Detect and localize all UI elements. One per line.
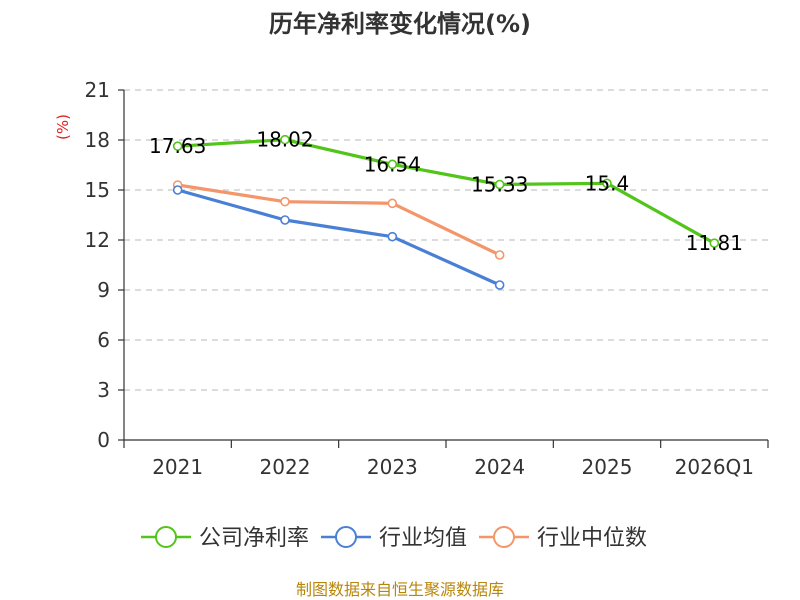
series-0-point-2024 bbox=[494, 179, 505, 190]
series-1-point-2022 bbox=[280, 215, 290, 225]
legend-item-0: 公司净利率 bbox=[141, 526, 309, 551]
series-2-point-2024 bbox=[494, 250, 505, 260]
legend: 公司净利率 行业均值 行业中位数 bbox=[141, 526, 647, 551]
legend-marker-1 bbox=[335, 526, 357, 548]
axes: 0 3 6 9 12 15 18 21 2021 2022 2023 2024 2025 2026Q1 bbox=[85, 78, 769, 479]
data-labels: 17.63 18.02 16.54 15.33 15.4 11.81 bbox=[149, 128, 743, 256]
legend-label-1: 行业均值 bbox=[379, 526, 467, 551]
x-tick-label-2023: 2023 bbox=[367, 455, 418, 479]
series-0-point-2021 bbox=[172, 141, 183, 151]
legend-label-0: 公司净利率 bbox=[199, 526, 309, 551]
series-line-2 bbox=[177, 183, 501, 257]
x-tick-label-2025: 2025 bbox=[582, 455, 633, 479]
series-line-1 bbox=[177, 188, 501, 287]
series-2-point-2022 bbox=[280, 196, 290, 207]
data-label-2025: 15.4 bbox=[585, 171, 630, 195]
series-0-point-2023 bbox=[387, 159, 398, 170]
legend-marker-2 bbox=[493, 526, 515, 548]
legend-item-1: 行业均值 bbox=[321, 526, 467, 551]
series-line-0 bbox=[177, 138, 716, 245]
data-label-2024: 15.33 bbox=[471, 173, 528, 197]
y-tick-label-6: 6 bbox=[97, 328, 110, 352]
series-1-point-2024 bbox=[494, 280, 505, 290]
y-tick-label-21: 21 bbox=[85, 78, 110, 102]
series-1-point-2023 bbox=[387, 231, 398, 242]
series-0-point-2025 bbox=[602, 178, 612, 189]
data-label-2023: 16.54 bbox=[364, 152, 421, 176]
x-tick-label-2022: 2022 bbox=[260, 455, 311, 479]
x-tick-label-2026Q1: 2026Q1 bbox=[675, 455, 754, 479]
y-tick-label-18: 18 bbox=[85, 128, 110, 152]
series-lines bbox=[172, 134, 720, 290]
series-0-point-2022 bbox=[280, 134, 290, 145]
gridlines bbox=[124, 89, 768, 391]
y-tick-label-0: 0 bbox=[97, 428, 110, 452]
y-tick-label-3: 3 bbox=[97, 378, 110, 402]
series-0-point-2026Q1 bbox=[709, 238, 720, 248]
legend-label-2: 行业中位数 bbox=[537, 526, 647, 551]
data-label-2022: 18.02 bbox=[256, 128, 313, 152]
x-tick-label-2024: 2024 bbox=[474, 455, 525, 479]
y-tick-label-15: 15 bbox=[85, 178, 110, 202]
y-tick-label-12: 12 bbox=[85, 228, 110, 252]
x-tick-label-2021: 2021 bbox=[152, 455, 203, 479]
series-2-point-2023 bbox=[387, 198, 398, 209]
y-axis-unit: (%) bbox=[54, 114, 72, 140]
data-label-2026Q1: 11.81 bbox=[686, 231, 743, 255]
chart-title: 历年净利率变化情况(%) bbox=[269, 10, 531, 38]
data-label-2021: 17.63 bbox=[149, 134, 206, 158]
legend-item-2: 行业中位数 bbox=[479, 526, 647, 551]
y-tick-label-9: 9 bbox=[97, 278, 110, 302]
legend-marker-0 bbox=[155, 526, 177, 548]
series-1-point-2021 bbox=[172, 185, 183, 195]
data-source-note: 制图数据来自恒生聚源数据库 bbox=[296, 580, 504, 599]
